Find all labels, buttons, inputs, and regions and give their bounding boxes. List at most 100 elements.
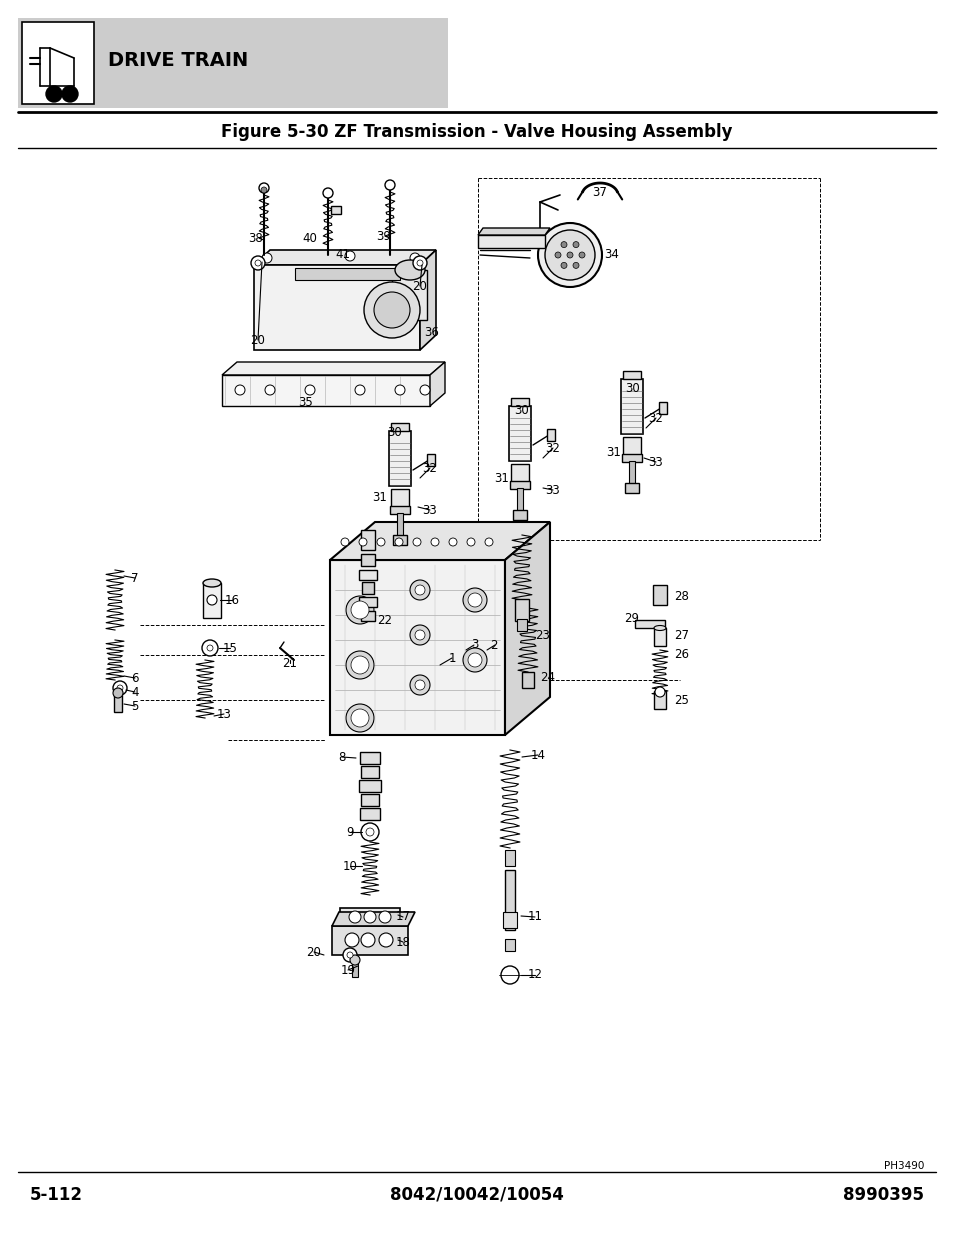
Circle shape <box>112 680 127 695</box>
Text: 14: 14 <box>530 748 545 762</box>
Text: 2: 2 <box>490 638 497 652</box>
Text: 15: 15 <box>222 641 237 655</box>
Circle shape <box>351 656 369 674</box>
Circle shape <box>346 597 374 624</box>
Bar <box>359 752 379 764</box>
Bar <box>360 611 375 621</box>
Text: 33: 33 <box>545 483 559 496</box>
Text: 21: 21 <box>282 657 297 669</box>
Bar <box>510 480 530 489</box>
Text: 8042/10042/10054: 8042/10042/10054 <box>390 1186 563 1204</box>
Circle shape <box>207 595 216 605</box>
Circle shape <box>202 640 218 656</box>
Circle shape <box>351 601 369 619</box>
Text: 22: 22 <box>377 614 392 626</box>
Bar <box>628 461 635 485</box>
Circle shape <box>345 932 358 947</box>
Circle shape <box>573 242 578 247</box>
Text: 40: 40 <box>302 231 317 245</box>
Circle shape <box>364 911 375 923</box>
Polygon shape <box>222 375 430 406</box>
Text: 35: 35 <box>298 395 313 409</box>
Text: 8: 8 <box>338 751 345 763</box>
Circle shape <box>410 676 430 695</box>
Bar <box>511 398 529 406</box>
Text: 8990395: 8990395 <box>842 1186 923 1204</box>
Bar <box>391 489 409 508</box>
Text: 31: 31 <box>606 446 620 458</box>
Circle shape <box>261 186 267 193</box>
Polygon shape <box>419 249 436 350</box>
Text: 13: 13 <box>216 708 232 720</box>
Bar <box>390 506 410 514</box>
Text: 17: 17 <box>395 910 410 924</box>
Text: 4: 4 <box>132 685 138 699</box>
Circle shape <box>258 183 269 193</box>
Circle shape <box>500 966 518 984</box>
Text: DRIVE TRAIN: DRIVE TRAIN <box>108 51 248 69</box>
Circle shape <box>416 261 422 266</box>
Bar <box>622 370 640 379</box>
Text: 19: 19 <box>340 963 355 977</box>
Bar <box>622 437 640 454</box>
Bar <box>396 513 402 537</box>
Text: 32: 32 <box>422 462 437 474</box>
Text: 41: 41 <box>335 247 350 261</box>
Circle shape <box>351 709 369 727</box>
Text: 3: 3 <box>471 637 478 651</box>
Circle shape <box>340 538 349 546</box>
Ellipse shape <box>203 579 221 587</box>
Text: 27: 27 <box>674 629 689 641</box>
Circle shape <box>385 180 395 190</box>
Circle shape <box>305 385 314 395</box>
Circle shape <box>655 687 664 697</box>
Text: 12: 12 <box>527 968 542 982</box>
Circle shape <box>349 911 360 923</box>
Text: 10: 10 <box>342 860 357 872</box>
Text: 24: 24 <box>540 671 555 683</box>
Circle shape <box>468 653 481 667</box>
Circle shape <box>378 911 391 923</box>
Bar <box>504 869 515 930</box>
Bar <box>511 464 529 482</box>
Circle shape <box>355 385 365 395</box>
Circle shape <box>323 188 333 198</box>
Text: 36: 36 <box>424 326 439 338</box>
Text: 30: 30 <box>387 426 402 438</box>
Text: 39: 39 <box>376 230 391 242</box>
Bar <box>502 911 517 927</box>
Circle shape <box>376 538 385 546</box>
Text: 11: 11 <box>527 910 542 924</box>
Polygon shape <box>339 908 399 926</box>
Bar <box>659 403 666 414</box>
Polygon shape <box>332 926 408 955</box>
Bar <box>515 599 529 621</box>
Bar <box>361 582 374 594</box>
Circle shape <box>360 823 378 841</box>
Ellipse shape <box>395 261 424 280</box>
Circle shape <box>467 538 475 546</box>
Circle shape <box>415 680 424 690</box>
Text: 28: 28 <box>674 589 689 603</box>
Polygon shape <box>504 522 550 735</box>
Text: 32: 32 <box>648 411 662 425</box>
Circle shape <box>358 538 367 546</box>
Circle shape <box>431 538 438 546</box>
Circle shape <box>395 385 405 395</box>
Circle shape <box>410 625 430 645</box>
Circle shape <box>573 262 578 268</box>
Bar <box>517 619 526 631</box>
Bar <box>652 585 666 605</box>
Circle shape <box>560 242 566 247</box>
Bar <box>331 206 340 214</box>
Circle shape <box>415 585 424 595</box>
Text: 26: 26 <box>674 647 689 661</box>
Text: 7: 7 <box>132 572 138 584</box>
Bar <box>360 766 378 778</box>
Polygon shape <box>430 362 444 406</box>
Polygon shape <box>635 620 664 629</box>
Bar <box>359 808 379 820</box>
Circle shape <box>410 580 430 600</box>
Circle shape <box>234 385 245 395</box>
Bar <box>504 850 515 866</box>
